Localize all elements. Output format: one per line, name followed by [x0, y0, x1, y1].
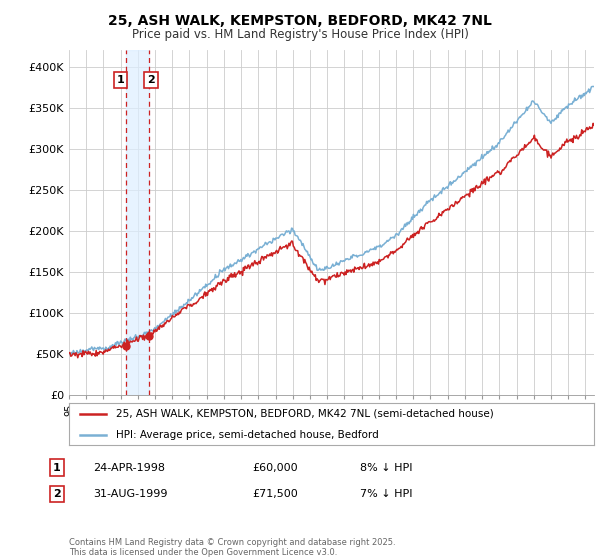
Text: £60,000: £60,000	[252, 463, 298, 473]
Text: 25, ASH WALK, KEMPSTON, BEDFORD, MK42 7NL (semi-detached house): 25, ASH WALK, KEMPSTON, BEDFORD, MK42 7N…	[116, 409, 494, 419]
Text: Contains HM Land Registry data © Crown copyright and database right 2025.
This d: Contains HM Land Registry data © Crown c…	[69, 538, 395, 557]
Text: 1: 1	[117, 75, 125, 85]
Text: 7% ↓ HPI: 7% ↓ HPI	[360, 489, 413, 499]
Text: 25, ASH WALK, KEMPSTON, BEDFORD, MK42 7NL: 25, ASH WALK, KEMPSTON, BEDFORD, MK42 7N…	[108, 14, 492, 28]
Text: 31-AUG-1999: 31-AUG-1999	[93, 489, 167, 499]
Bar	[126, 50, 149, 395]
Text: 1: 1	[53, 463, 61, 473]
Text: 8% ↓ HPI: 8% ↓ HPI	[360, 463, 413, 473]
Text: HPI: Average price, semi-detached house, Bedford: HPI: Average price, semi-detached house,…	[116, 430, 379, 440]
Text: 2: 2	[53, 489, 61, 499]
Text: 2: 2	[147, 75, 155, 85]
Text: 24-APR-1998: 24-APR-1998	[93, 463, 165, 473]
Text: Price paid vs. HM Land Registry's House Price Index (HPI): Price paid vs. HM Land Registry's House …	[131, 28, 469, 41]
Text: £71,500: £71,500	[252, 489, 298, 499]
